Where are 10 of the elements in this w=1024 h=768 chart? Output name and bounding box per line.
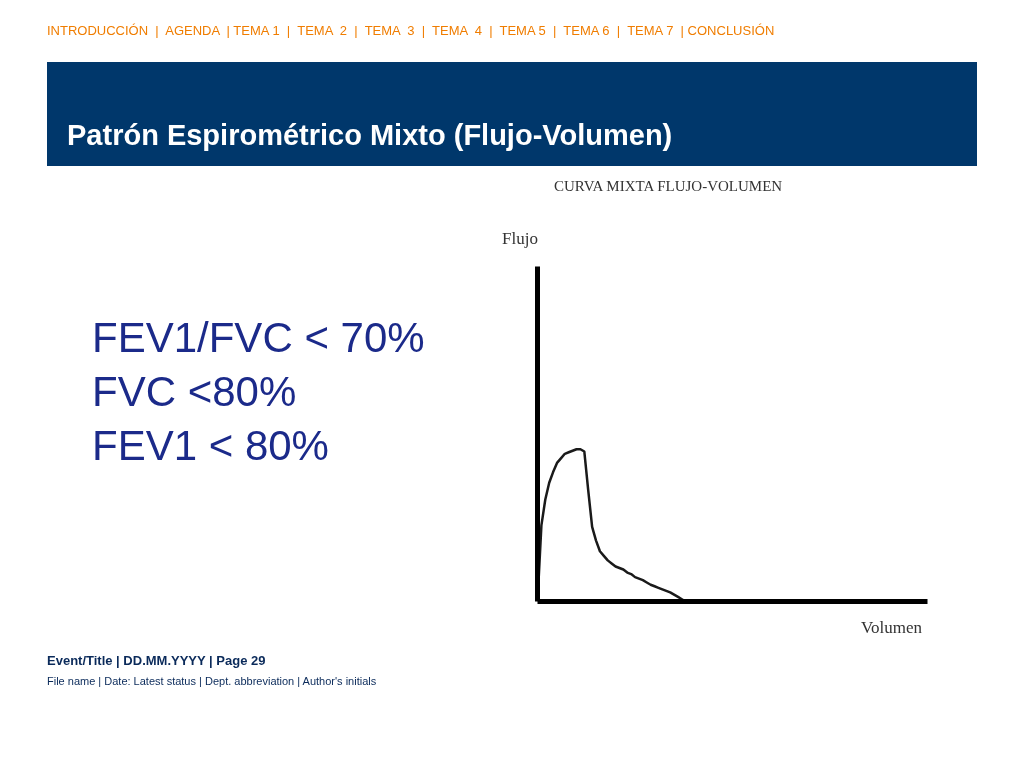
text: Flujo: [502, 228, 539, 251]
text: Volumen: [859, 617, 922, 639]
text: INTRODUCCIÓN | AGENDA | TEMA 1 | TEMA 2 | TEMA 3 | TEMA 4 | TEMA 5 | TEMA 6 | TEMA 7 | CONCLUSIÓN: [47, 22, 775, 40]
text: File name | Date: Latest status | Dept. abbreviation | Author's initials: [47, 673, 377, 689]
text: FVC <80%: [92, 367, 298, 417]
text: FEV1 < 80%: [92, 421, 330, 471]
chart-subtitle: CURVA MIXTA FLUJO-VOLUMEN: [554, 177, 783, 196]
text: FEV1/FVC < 70%: [92, 313, 425, 363]
chart-title: Patrón Espirométrico Mixto (Flujo-Volumen): [67, 117, 673, 153]
text: Event/Title | DD.MM.YYYY | Page 29: [47, 652, 267, 670]
